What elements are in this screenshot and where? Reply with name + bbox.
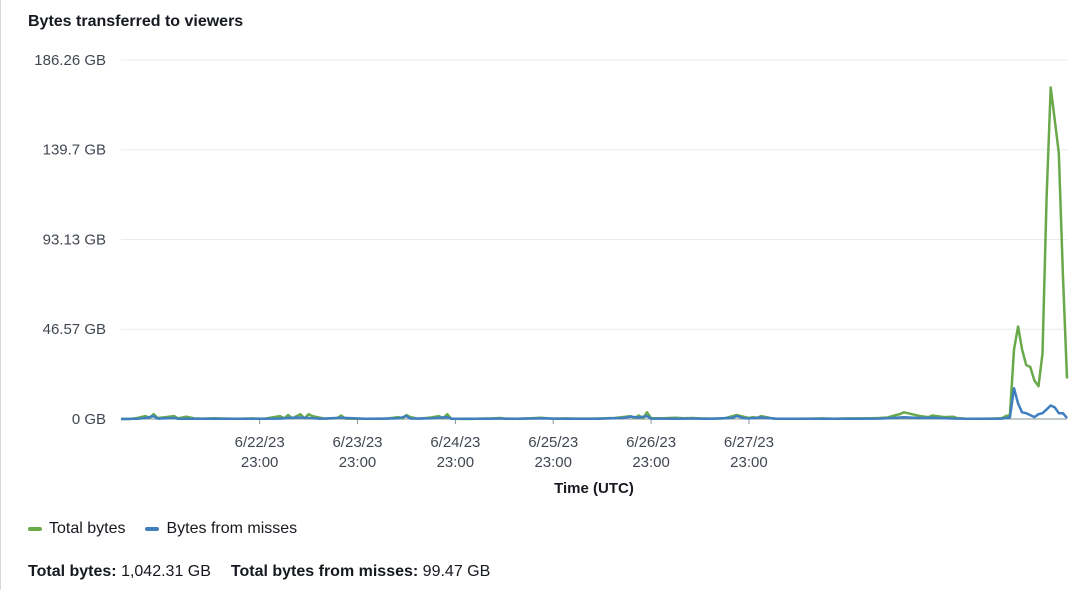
x-tick-label: 23:00 [241, 454, 279, 471]
data-series [120, 86, 1069, 421]
totals-summary: Total bytes: 1,042.31 GB Total bytes fro… [28, 563, 490, 581]
total-bytes-summary: Total bytes: 1,042.31 GB [28, 563, 211, 581]
x-tick-label: 6/24/23 [430, 434, 480, 451]
series-line-total-bytes [121, 86, 1069, 421]
x-tick-label: 6/23/23 [332, 434, 382, 451]
line-chart: 0 GB 46.57 GB 93.13 GB 139.7 GB 186.26 GB 6/… [34, 52, 1069, 497]
series-line-bytes-from-misses [120, 386, 1068, 421]
total-bytes-label: Total bytes: [28, 563, 117, 580]
y-axis-tick-labels: 0 GB 46.57 GB 93.13 GB 139.7 GB 186.26 GB [34, 52, 106, 428]
chart-title: Bytes transferred to viewers [28, 13, 244, 30]
y-tick-label: 139.7 GB [43, 142, 106, 159]
x-tick-label: 23:00 [730, 454, 768, 471]
gridlines [121, 59, 1067, 420]
total-misses-summary: Total bytes from misses: 99.47 GB [231, 563, 490, 581]
legend-label-bytes-from-misses: Bytes from misses [166, 520, 298, 537]
legend-item-total-bytes[interactable]: Total bytes [28, 520, 125, 538]
x-tick-label: 6/27/23 [724, 434, 774, 451]
legend-item-bytes-from-misses[interactable]: Bytes from misses [145, 520, 297, 538]
y-tick-label: 46.57 GB [43, 321, 106, 338]
x-tick-label: 23:00 [632, 454, 670, 471]
x-tick-label: 23:00 [534, 454, 572, 471]
total-misses-value: 99.47 GB [422, 563, 491, 580]
x-tick-label: 23:00 [437, 454, 475, 471]
x-tick-label: 6/25/23 [528, 434, 578, 451]
legend-label-total-bytes: Total bytes [49, 520, 126, 537]
y-tick-label: 93.13 GB [43, 232, 106, 249]
y-tick-label: 186.26 GB [34, 52, 106, 69]
x-tick-label: 23:00 [339, 454, 377, 471]
total-misses-label: Total bytes from misses: [230, 563, 419, 580]
total-bytes-value: 1,042.31 GB [121, 563, 211, 580]
x-tick-label: 6/26/23 [626, 434, 676, 451]
x-tick-label: 6/22/23 [235, 434, 285, 451]
chart-legend: Total bytes Bytes from misses [28, 520, 297, 538]
legend-swatch-bytes-from-misses [145, 527, 160, 531]
x-axis-title: Time (UTC) [554, 480, 634, 497]
x-axis-tick-labels: 6/22/23 23:00 6/23/23 23:00 6/24/23 23:00 6/25… [235, 419, 774, 471]
legend-swatch-total-bytes [28, 527, 42, 531]
y-tick-label: 0 GB [72, 411, 106, 428]
